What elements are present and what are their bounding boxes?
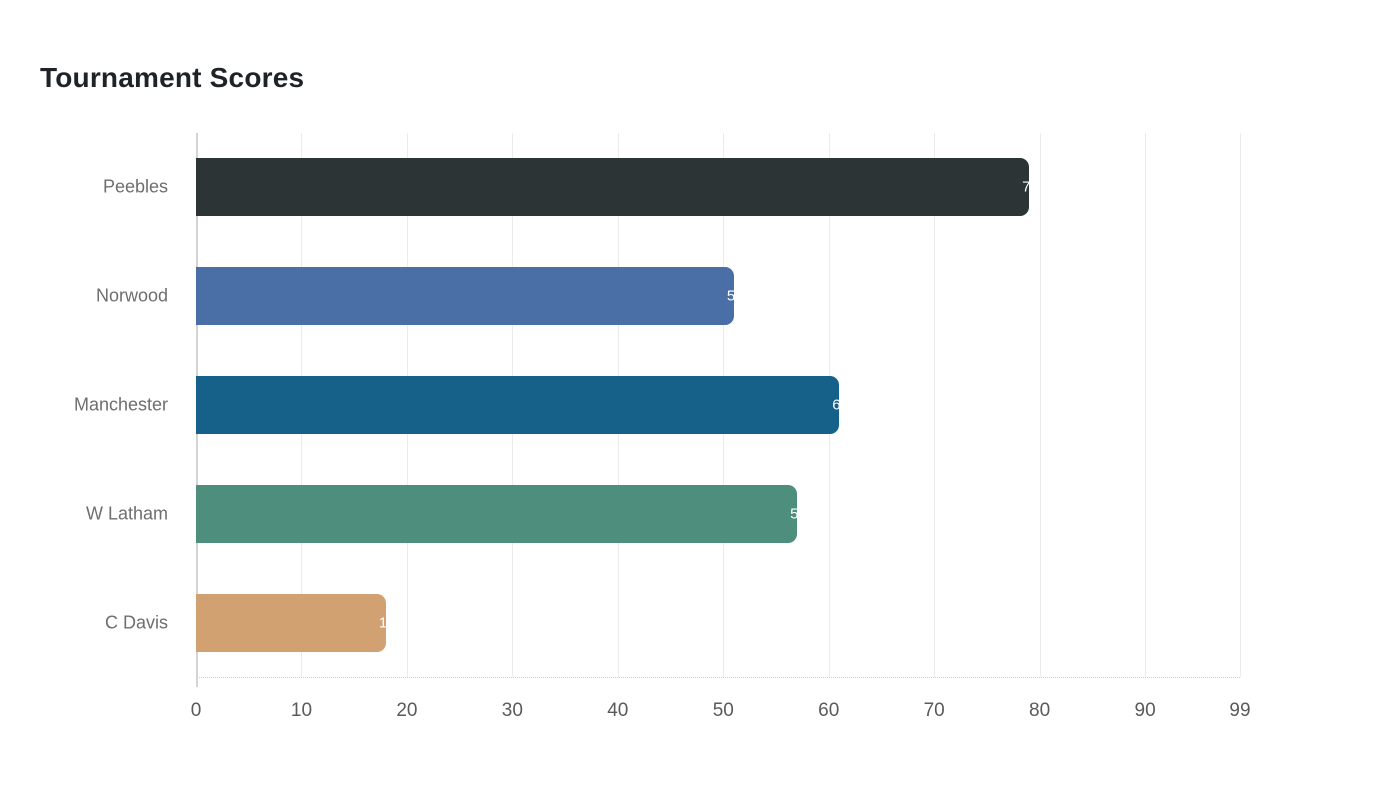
bar-row: Peebles 79	[103, 133, 1240, 242]
category-label: W Latham	[85, 503, 168, 524]
bar-row: Manchester 61	[74, 351, 1240, 460]
plot-area: Peebles 79 Norwood 51 Manchester 61 W Latham 57…	[74, 133, 1241, 687]
bar-value-label: 61	[832, 396, 849, 414]
bar-value-label: 51	[726, 287, 744, 305]
bar-row: C Davis 18	[105, 568, 1240, 677]
bar[interactable]: 18	[196, 593, 396, 652]
bar[interactable]: 61	[196, 375, 849, 434]
bar-value-label: 18	[378, 614, 396, 632]
x-tick-label: 60	[818, 700, 840, 721]
gridline-70	[934, 133, 936, 677]
x-tick-label: 70	[923, 700, 945, 721]
x-axis-tick-labels: 0 10 20 30 40 50 60 70 80 90 99	[191, 700, 1251, 730]
x-tick-label: 10	[290, 700, 313, 721]
bar-row: W Latham 57	[86, 459, 1240, 568]
bar-rows: Peebles 79 Norwood 51 Manchester 61 W Latham 57…	[74, 133, 1240, 677]
gridline-99	[1240, 133, 1241, 677]
category-label: C Davis	[104, 612, 168, 633]
category-label: Manchester	[73, 394, 168, 415]
x-tick-label: 30	[501, 700, 523, 721]
category-label: Norwood	[95, 285, 168, 306]
x-tick-label: 99	[1229, 700, 1251, 721]
bar-row: Norwood 51	[96, 242, 1240, 351]
x-tick-label: 50	[712, 700, 734, 721]
x-tick-label: 80	[1029, 700, 1051, 721]
x-tick-label: 40	[607, 700, 629, 721]
x-tick-label: 90	[1134, 700, 1156, 721]
gridline-80	[1039, 133, 1041, 677]
bar-value-label: 57	[790, 505, 807, 523]
x-tick-label: 0	[190, 700, 202, 721]
bar[interactable]: 57	[196, 484, 807, 543]
bar[interactable]: 79	[196, 158, 1039, 217]
x-tick-label: 20	[396, 700, 418, 721]
category-label: Peebles	[102, 176, 168, 197]
gridline-90	[1145, 133, 1147, 677]
chart-title: Tournament Scores	[40, 62, 305, 93]
bar-value-label: 79	[1022, 178, 1039, 196]
bar[interactable]: 51	[196, 267, 744, 326]
